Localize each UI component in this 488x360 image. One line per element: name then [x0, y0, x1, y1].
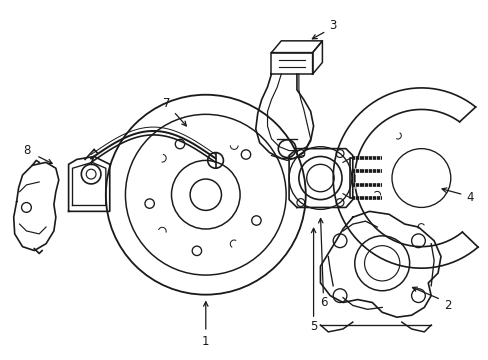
- Text: 7: 7: [163, 97, 170, 110]
- Text: 3: 3: [329, 19, 336, 32]
- Text: 5: 5: [309, 320, 317, 333]
- Text: 6: 6: [319, 296, 326, 309]
- Text: 8: 8: [23, 144, 30, 157]
- Text: 2: 2: [443, 299, 451, 312]
- Text: 4: 4: [466, 191, 473, 204]
- Text: 1: 1: [202, 335, 209, 348]
